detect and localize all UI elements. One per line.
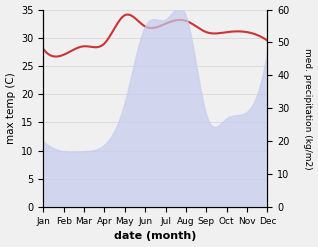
X-axis label: date (month): date (month) (114, 231, 197, 242)
Y-axis label: max temp (C): max temp (C) (5, 72, 16, 144)
Y-axis label: med. precipitation (kg/m2): med. precipitation (kg/m2) (303, 48, 313, 169)
